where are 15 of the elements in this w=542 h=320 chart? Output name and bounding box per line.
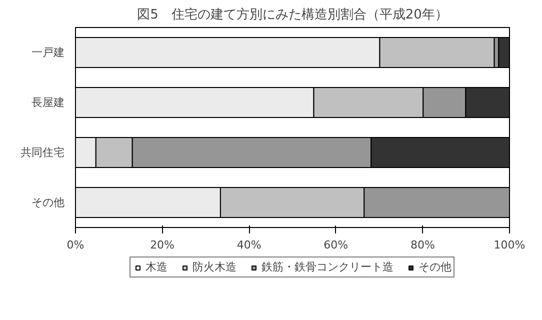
x-tick-label: 100% xyxy=(494,238,526,252)
legend-label: その他 xyxy=(418,260,452,274)
legend-label: 木造 xyxy=(146,260,168,274)
x-tick-label: 80% xyxy=(410,238,435,252)
y-tick-label: 一戸建 xyxy=(32,46,64,59)
legend-label: 鉄筋・鉄骨コンクリート造 xyxy=(262,260,394,274)
x-tick-label: 20% xyxy=(150,238,175,252)
x-tick-label: 40% xyxy=(236,238,262,252)
legend-label: 防火木造 xyxy=(192,260,236,274)
y-tick-label: 長屋建 xyxy=(32,96,64,109)
x-tick-label: 60% xyxy=(324,238,348,252)
y-tick-label: その他 xyxy=(32,196,64,209)
chart-title: 図5 住宅の建て方別にみた構造別割合（平成20年） xyxy=(137,6,448,22)
x-tick-label: 0% xyxy=(66,238,84,252)
y-tick-label: 共同住宅 xyxy=(20,146,64,159)
